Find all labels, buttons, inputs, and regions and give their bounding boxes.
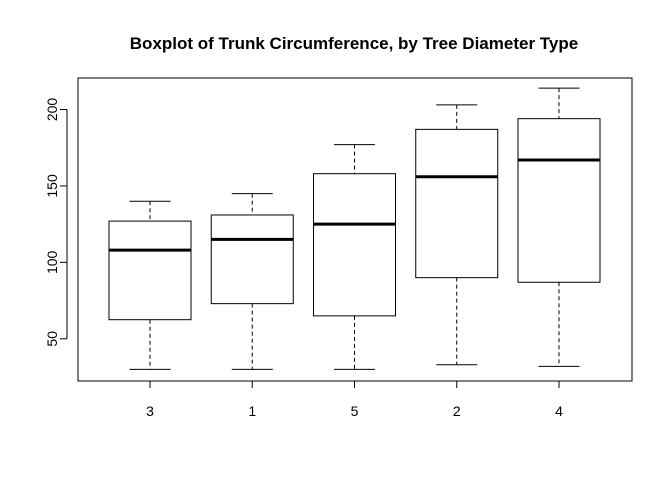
- y-tick-label: 100: [44, 250, 60, 274]
- iqr-box: [210, 214, 294, 305]
- chart-title: Boxplot of Trunk Circumference, by Tree …: [130, 34, 578, 53]
- y-tick-label: 50: [44, 331, 60, 347]
- box-5: [313, 144, 396, 370]
- x-tick-label: 3: [146, 403, 154, 419]
- iqr-box: [108, 220, 192, 321]
- x-tick-label: 2: [453, 403, 461, 419]
- y-tick-label: 150: [44, 174, 60, 198]
- box-1: [210, 193, 294, 370]
- boxes-group: [108, 87, 601, 370]
- y-axis: 50 100 150 200: [44, 98, 68, 347]
- x-tick-label: 4: [555, 403, 563, 419]
- iqr-box: [517, 118, 601, 283]
- box-4: [517, 87, 601, 367]
- box-2: [415, 104, 499, 366]
- box-3: [108, 200, 192, 370]
- x-axis: 3 1 5 2 4: [146, 381, 563, 419]
- x-tick-label: 1: [248, 403, 256, 419]
- iqr-box: [415, 128, 499, 279]
- iqr-box: [313, 173, 396, 317]
- x-tick-label: 5: [351, 403, 359, 419]
- y-tick-label: 200: [44, 98, 60, 122]
